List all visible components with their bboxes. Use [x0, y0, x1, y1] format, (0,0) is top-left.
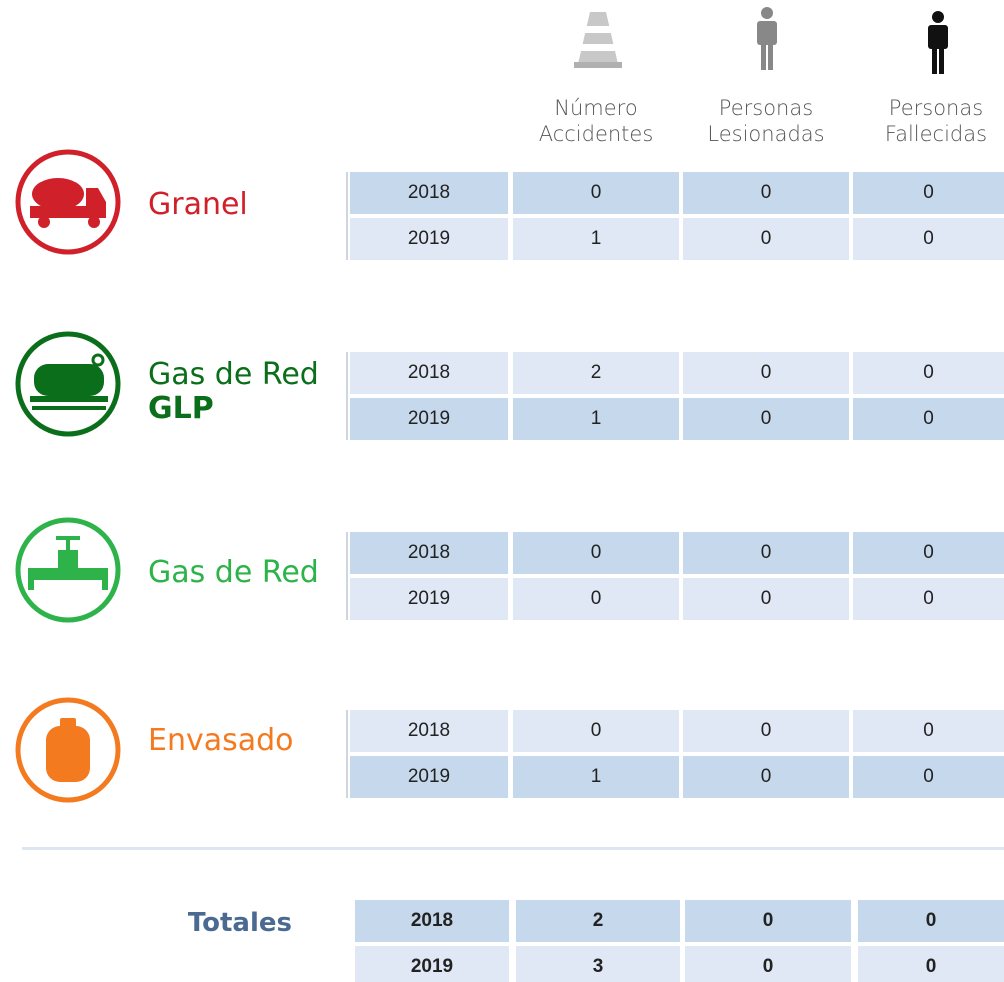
value-cell: 0 [685, 900, 851, 942]
value-cell: 2 [513, 352, 679, 394]
value-cell: 0 [853, 756, 1004, 798]
row-border [346, 532, 348, 620]
group-label: Envasado [148, 723, 294, 758]
gas-red-icon [15, 517, 121, 623]
column-header: Personas [718, 96, 814, 120]
value-cell: 1 [513, 398, 679, 440]
value-cell: 0 [683, 172, 849, 214]
value-cell: 0 [853, 578, 1004, 620]
value-cell: 0 [853, 172, 1004, 214]
value-cell: 1 [513, 218, 679, 260]
person-icon-black [928, 11, 948, 74]
group-label: Gas de Red [148, 555, 319, 590]
totals-label: Totales [187, 908, 292, 938]
year-cell: 2019 [350, 578, 508, 620]
value-cell: 0 [683, 710, 849, 752]
year-cell: 2019 [350, 398, 508, 440]
group-label: Gas de Red [148, 357, 319, 392]
group-sublabel: GLP [148, 391, 214, 426]
column-header: Accidentes [538, 122, 654, 146]
year-cell: 2018 [350, 172, 508, 214]
group-label: Granel [148, 187, 248, 222]
value-cell: 0 [513, 532, 679, 574]
value-cell: 0 [853, 352, 1004, 394]
value-cell: 2 [516, 900, 680, 942]
value-cell: 0 [513, 710, 679, 752]
value-cell: 0 [513, 578, 679, 620]
value-cell: 0 [853, 398, 1004, 440]
row-border [346, 352, 348, 440]
value-cell: 0 [683, 578, 849, 620]
value-cell: 0 [853, 532, 1004, 574]
year-cell: 2019 [355, 946, 509, 982]
envasado-icon [15, 697, 121, 803]
granel-icon [15, 149, 121, 255]
value-cell: 0 [683, 398, 849, 440]
year-cell: 2018 [355, 900, 509, 942]
column-header: Fallecidas [884, 122, 988, 146]
value-cell: 0 [853, 218, 1004, 260]
glp-icon [15, 331, 121, 437]
value-cell: 0 [858, 946, 1004, 982]
column-header: Lesionadas [707, 122, 825, 146]
value-cell: 0 [853, 710, 1004, 752]
value-cell: 0 [858, 900, 1004, 942]
cone-icon [574, 12, 622, 68]
column-header: Número [554, 96, 638, 120]
value-cell: 0 [683, 352, 849, 394]
year-cell: 2019 [350, 218, 508, 260]
value-cell: 1 [513, 756, 679, 798]
value-cell: 0 [683, 218, 849, 260]
value-cell: 0 [683, 532, 849, 574]
row-border [346, 710, 348, 798]
year-cell: 2019 [350, 756, 508, 798]
value-cell: 0 [513, 172, 679, 214]
year-cell: 2018 [350, 532, 508, 574]
value-cell: 0 [683, 756, 849, 798]
row-border [346, 172, 348, 260]
year-cell: 2018 [350, 352, 508, 394]
year-cell: 2018 [350, 710, 508, 752]
value-cell: 0 [685, 946, 851, 982]
column-header: Personas [888, 96, 984, 120]
person-icon-grey [757, 7, 777, 70]
separator [22, 847, 1004, 850]
value-cell: 3 [516, 946, 680, 982]
